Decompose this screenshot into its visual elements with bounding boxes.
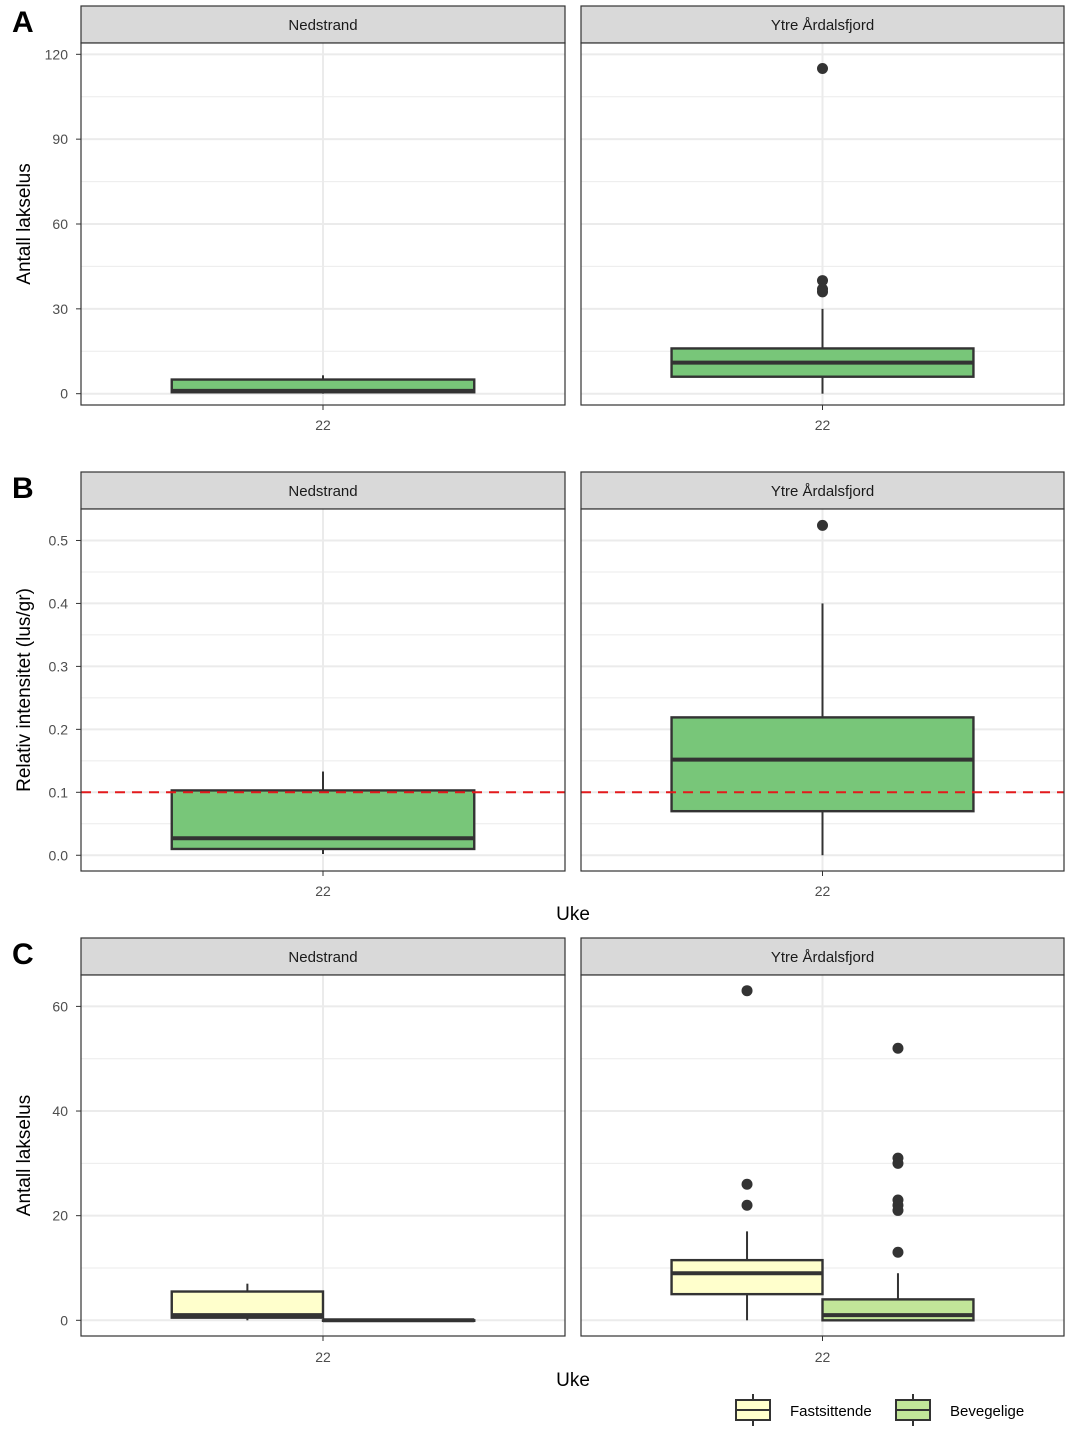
facet-nedstrand: Nedstrand 22 xyxy=(80,937,566,1365)
panel-letter: A xyxy=(12,6,34,39)
box-bevegelige xyxy=(821,1042,975,1322)
panel-letter: B xyxy=(12,472,34,505)
facet-ytre-ardalsfjord: Ytre Årdalsfjord 22 xyxy=(580,937,1065,1365)
x-axis-title: Uke xyxy=(556,1370,590,1391)
box-bevegelige xyxy=(170,375,476,394)
box-iqr xyxy=(670,1258,824,1296)
y-tick-label: 0.5 xyxy=(49,532,69,548)
outlier-point xyxy=(892,1157,904,1169)
y-tick-label: 0.1 xyxy=(49,784,69,800)
y-tick-label: 120 xyxy=(45,46,69,62)
x-tick-label: 22 xyxy=(315,883,331,899)
y-tick-label: 30 xyxy=(52,301,68,317)
box-bevegelige xyxy=(170,771,476,855)
facet-title: Ytre Årdalsfjord xyxy=(771,17,874,34)
outlier-point xyxy=(741,985,753,997)
facet-nedstrand: Nedstrand 22 xyxy=(80,471,566,899)
y-tick-label: 0.2 xyxy=(49,721,69,737)
y-tick-label: 40 xyxy=(52,1103,68,1119)
outlier-point xyxy=(741,1199,753,1211)
y-axis-title: Antall lakselus xyxy=(14,1095,35,1216)
legend-item: Fastsittende xyxy=(735,1394,872,1426)
panel-B: B Relativ intensitet (lus/gr) 0.0 0.1 0.2 0.3… xyxy=(12,471,1065,925)
y-tick-label: 90 xyxy=(52,131,68,147)
facet-strip xyxy=(580,471,1065,510)
facet-ytre-ardalsfjord: Ytre Årdalsfjord 22 xyxy=(580,471,1065,899)
facet-strip xyxy=(80,5,566,44)
outlier-point xyxy=(817,286,828,298)
outlier-point xyxy=(892,1204,904,1216)
box-iqr xyxy=(670,716,975,813)
facet-title: Nedstrand xyxy=(288,17,357,34)
x-tick-label: 22 xyxy=(815,1349,831,1365)
facet-strip xyxy=(580,5,1065,44)
outlier-point xyxy=(892,1246,904,1258)
y-tick-label: 20 xyxy=(52,1208,68,1224)
facet-ytre-ardalsfjord: Ytre Årdalsfjord 22 xyxy=(580,5,1065,433)
box-bevegelige xyxy=(670,519,975,856)
y-tick-label: 0 xyxy=(60,1312,68,1328)
x-tick-label: 22 xyxy=(815,417,831,433)
box-fastsittende xyxy=(670,985,824,1321)
outlier-point xyxy=(892,1042,904,1054)
facet-strip xyxy=(80,937,566,976)
box-bevegelige xyxy=(670,62,975,394)
y-tick-label: 0.4 xyxy=(49,595,69,611)
box-bevegelige xyxy=(321,1318,476,1323)
facet-title: Nedstrand xyxy=(288,949,357,966)
facet-title: Ytre Årdalsfjord xyxy=(771,483,874,500)
facet-strip xyxy=(580,937,1065,976)
x-tick-label: 22 xyxy=(815,883,831,899)
x-tick-label: 22 xyxy=(315,1349,331,1365)
legend: Fastsittende Bevegelige xyxy=(735,1394,1024,1426)
facet-nedstrand: Nedstrand 22 xyxy=(80,5,566,433)
y-tick-label: 0.0 xyxy=(49,847,69,863)
x-axis-title: Uke xyxy=(556,904,590,925)
y-axis-title: Antall lakselus xyxy=(14,163,35,284)
outlier-point xyxy=(817,275,828,287)
legend-label: Bevegelige xyxy=(950,1403,1024,1420)
x-tick-label: 22 xyxy=(315,417,331,433)
outlier-point xyxy=(741,1178,753,1190)
y-tick-label: 60 xyxy=(52,998,68,1014)
facet-title: Nedstrand xyxy=(288,483,357,500)
box-fastsittende xyxy=(170,1283,325,1321)
y-tick-label: 0.3 xyxy=(49,658,69,674)
facet-title: Ytre Årdalsfjord xyxy=(771,949,874,966)
y-tick-label: 0 xyxy=(60,386,68,402)
panel-letter: C xyxy=(12,938,34,971)
legend-item: Bevegelige xyxy=(895,1394,1024,1426)
y-tick-label: 60 xyxy=(52,216,68,232)
outlier-point xyxy=(817,62,828,74)
outlier-point xyxy=(817,519,828,531)
y-axis-title: Relativ intensitet (lus/gr) xyxy=(14,588,35,792)
box-iqr xyxy=(821,1298,975,1322)
legend-label: Fastsittende xyxy=(790,1403,872,1420)
